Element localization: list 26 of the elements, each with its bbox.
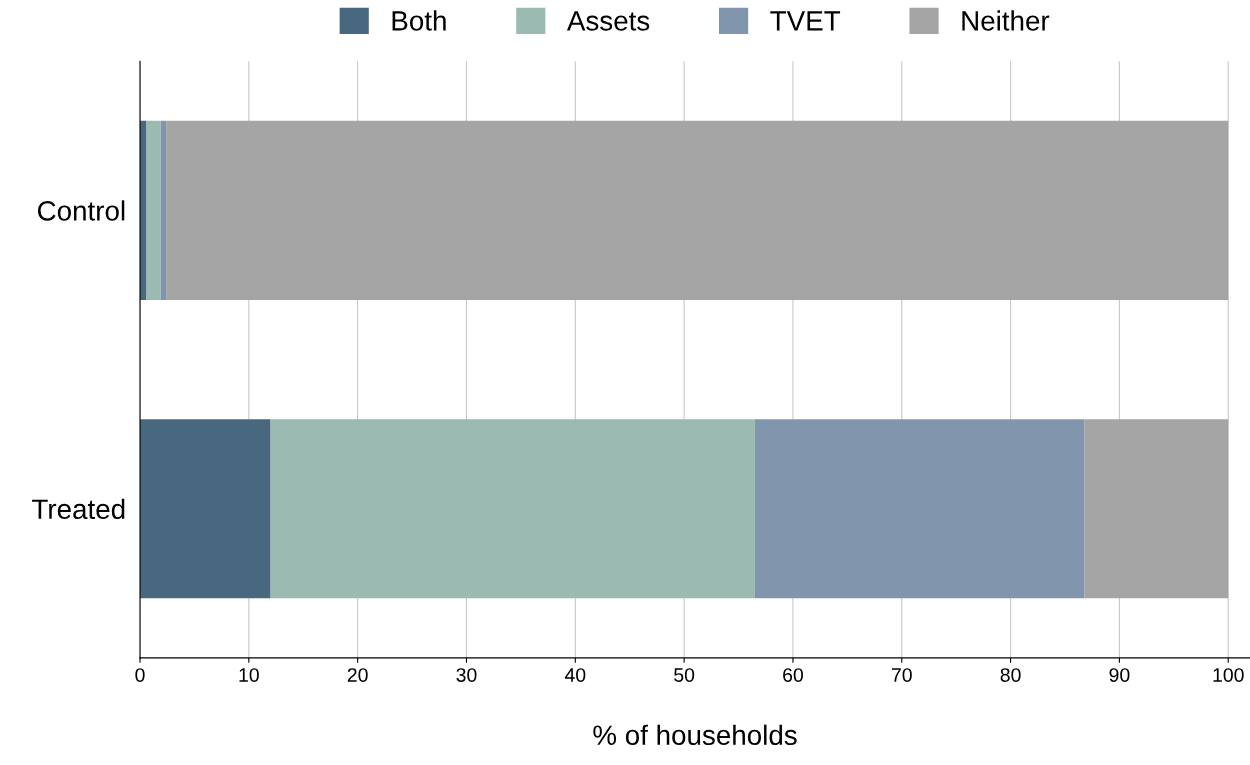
- bar: [146, 120, 161, 300]
- bar: [166, 120, 1229, 300]
- x-tick-label: 50: [674, 668, 695, 682]
- bar: [140, 120, 147, 300]
- legend-label: TVET: [770, 11, 841, 31]
- x-tick-label: 10: [239, 668, 259, 682]
- legend-label: Both: [392, 10, 446, 31]
- x-tick-label: 70: [891, 668, 912, 682]
- bar: [140, 419, 271, 599]
- bar: [160, 120, 167, 300]
- x-tick-label: 90: [1109, 668, 1130, 682]
- legend-label: Neither: [962, 10, 1050, 31]
- x-tick-label: 0: [135, 668, 145, 682]
- x-tick-label: 40: [564, 668, 586, 682]
- x-tick-label: 100: [1213, 668, 1244, 682]
- legend-label: Assets: [566, 11, 650, 31]
- x-tick-label: 80: [1000, 668, 1021, 682]
- x-tick-label: 30: [456, 668, 477, 682]
- bar: [270, 419, 755, 599]
- bar: [754, 419, 1085, 599]
- y-tick-label: Control: [37, 200, 125, 221]
- x-tick-label: 60: [783, 668, 803, 682]
- y-tick-label: Treated: [32, 498, 125, 520]
- x-tick-label: 20: [347, 668, 368, 682]
- x-axis-title: % of households: [593, 724, 797, 746]
- bar: [1084, 419, 1229, 599]
